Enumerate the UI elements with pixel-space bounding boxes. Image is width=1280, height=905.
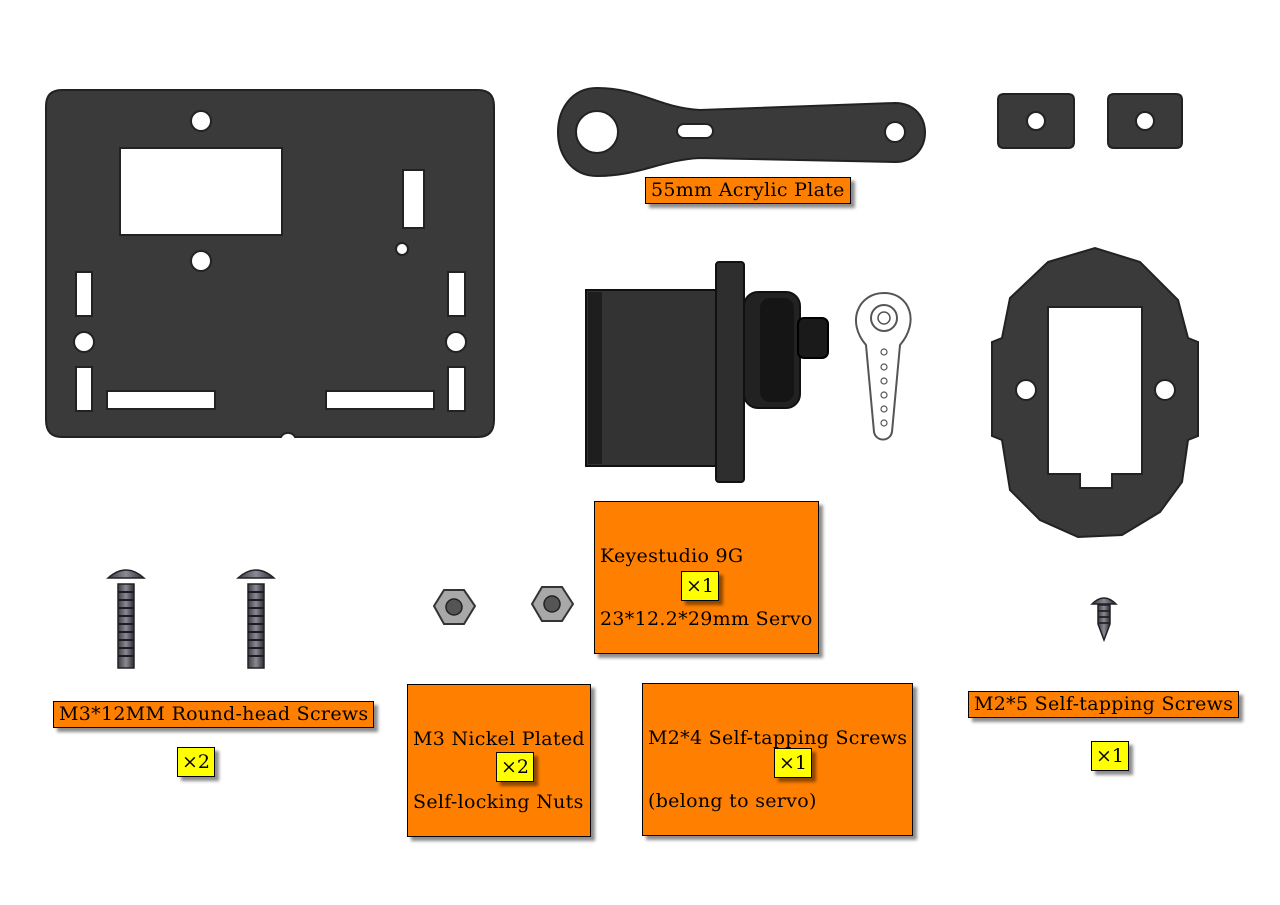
qty-servo: ×1 <box>681 571 720 601</box>
qty-m2x4-screws: ×1 <box>774 748 813 778</box>
label-acrylic-plate: 55mm Acrylic Plate <box>645 177 851 204</box>
label-m2x4-line-2: (belong to servo) <box>648 790 817 812</box>
label-servo-line-2: 23*12.2*29mm Servo <box>600 608 813 630</box>
qty-m3-nuts: ×2 <box>496 752 535 782</box>
m3-screw-right <box>236 569 276 669</box>
label-m3-nuts: M3 Nickel Plated Self-locking Nuts <box>407 684 591 837</box>
servo-horn <box>855 291 912 441</box>
spacer-plate-right <box>1107 93 1183 149</box>
label-m2x4-screws: M2*4 Self-tapping Screws (belong to serv… <box>642 683 914 836</box>
servo-mount-plate <box>991 246 1199 539</box>
base-plate <box>45 89 495 438</box>
m3-nut-right <box>530 586 575 622</box>
spacer-plate-left <box>997 93 1075 149</box>
label-m3-nuts-line-1: M3 Nickel Plated <box>413 728 585 750</box>
qty-m3-screws: ×2 <box>177 747 216 777</box>
m2x5-screw <box>1090 597 1118 643</box>
m3-screw-left <box>106 569 146 669</box>
label-m2x5-screws: M2*5 Self-tapping Screws <box>968 691 1240 718</box>
label-m3-nuts-line-2: Self-locking Nuts <box>413 791 584 813</box>
label-m2x4-line-1: M2*4 Self-tapping Screws <box>648 727 908 749</box>
label-servo-line-1: Keyestudio 9G <box>600 545 744 567</box>
acrylic-arm-plate <box>557 86 926 178</box>
label-m3-screws: M3*12MM Round-head Screws <box>53 701 375 728</box>
servo-motor <box>585 261 829 483</box>
qty-m2x5-screws: ×1 <box>1091 741 1130 771</box>
m3-nut-left <box>432 589 477 625</box>
